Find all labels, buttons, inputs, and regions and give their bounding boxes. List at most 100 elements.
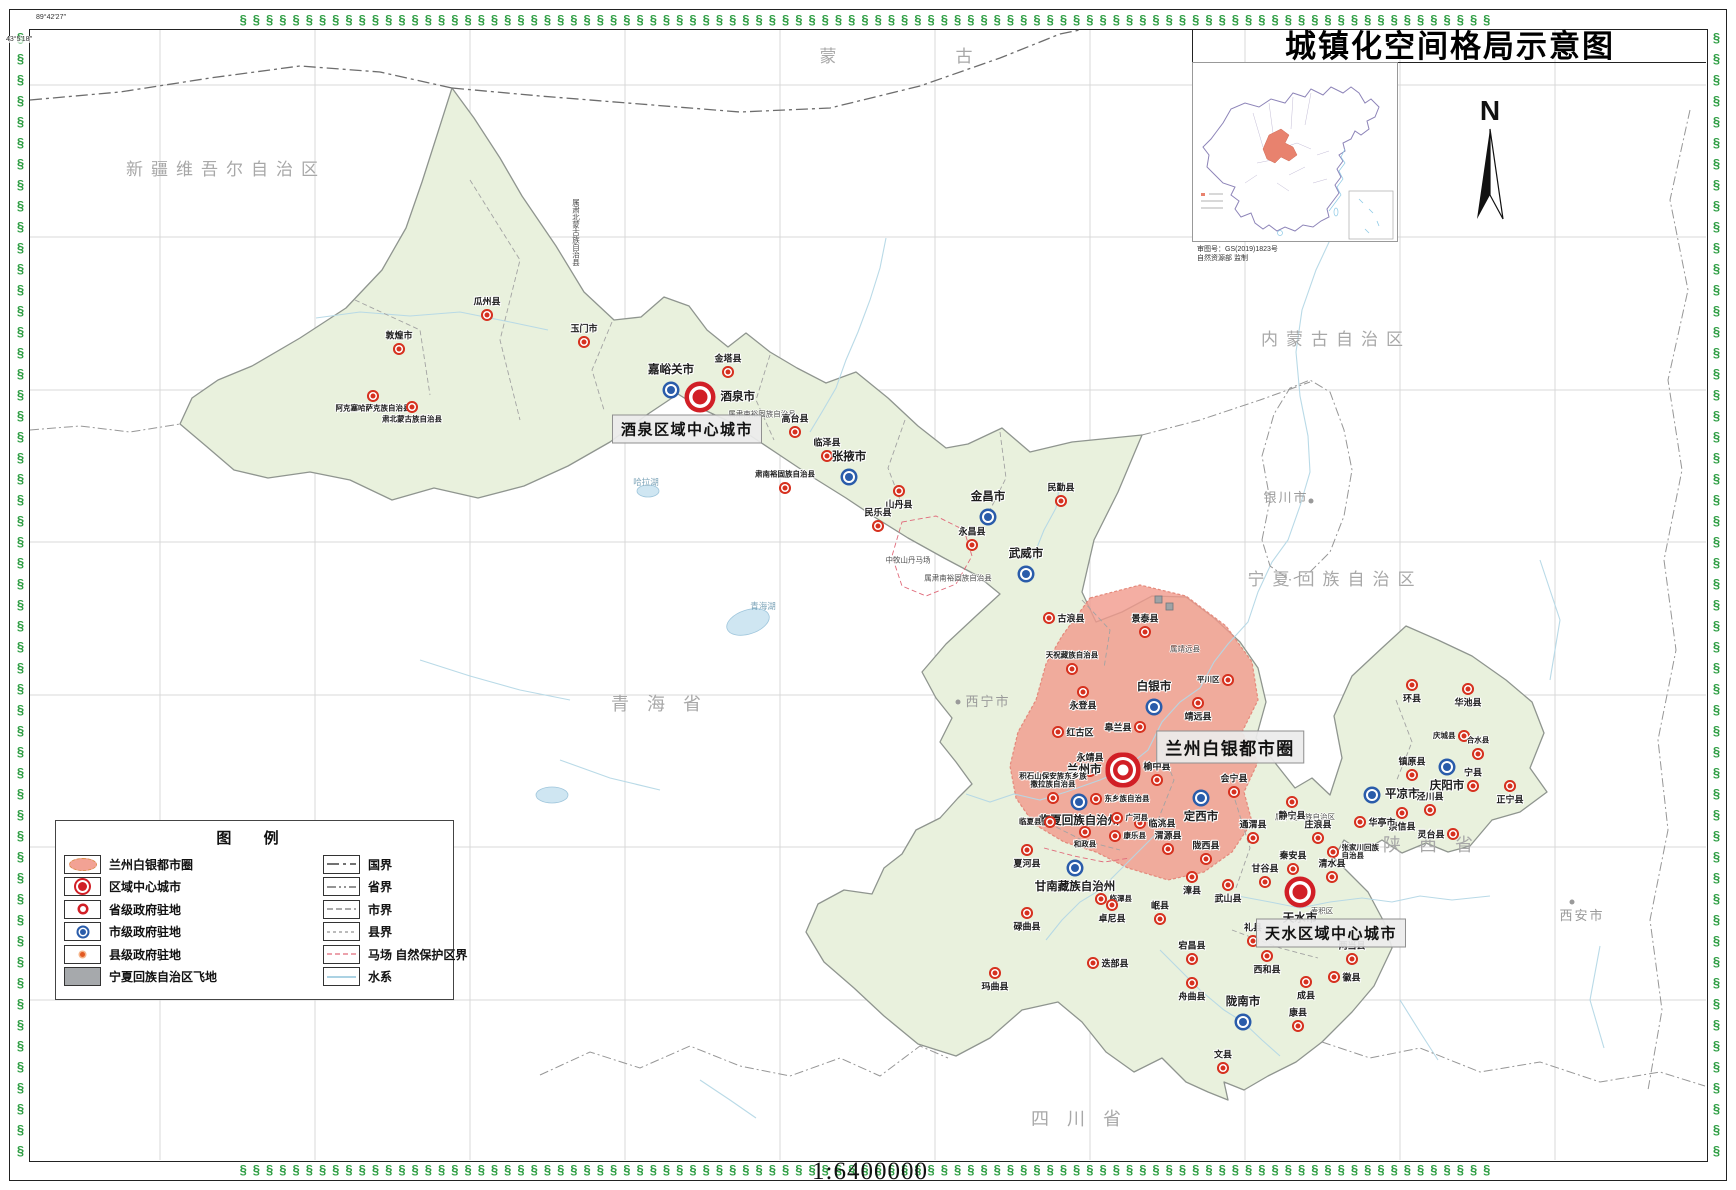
area-label: 宁夏回族自治区 <box>1247 569 1423 589</box>
map-marker-county: 正宁县 <box>1496 783 1524 805</box>
map-marker-city: 张掖市 <box>832 451 866 481</box>
map-city-label: 红古区 <box>1066 726 1094 737</box>
title-divider-horizontal <box>1192 62 1706 63</box>
china-locator-inset <box>1192 62 1398 242</box>
legend-item: 水系 <box>323 966 467 989</box>
area-label: 属肃北蒙古族自治县 <box>571 198 581 266</box>
map-marker-county: 金塔县 <box>714 353 742 375</box>
map-city-label: 阿克塞哈萨克族自治县 <box>335 403 411 413</box>
legend-line-items: 国界 省界 市界 县界 马场 自然保护区界 水系 <box>323 853 467 988</box>
map-marker-capital: 兰州市 <box>1067 763 1129 776</box>
map-city-label: 镇原县 <box>1398 756 1426 767</box>
rivers <box>315 79 1605 1119</box>
map-marker-county: 积石山保安族东乡族 撒拉族自治县 <box>1019 771 1087 801</box>
map-marker-regional: 天水市 <box>1283 884 1317 925</box>
area-label: 新疆维吾尔自治区 <box>126 159 326 179</box>
map-marker-county: 卓尼县 <box>1098 902 1126 924</box>
metro-circle-area <box>1009 584 1259 881</box>
map-city-label: 瓜州县 <box>473 296 501 307</box>
legend-item: 省界 <box>323 876 467 899</box>
map-city-label: 静宁县 <box>1278 810 1306 821</box>
map-marker-county: 康乐县 <box>1112 831 1146 839</box>
map-marker-county: 通渭县 <box>1239 819 1267 841</box>
map-marker-county: 宁县 <box>1464 767 1482 789</box>
map-city-label: 华亭市 <box>1368 816 1396 827</box>
map-marker-county: 徽县 <box>1331 972 1361 982</box>
area-label: 古 <box>955 46 981 66</box>
map-marker-county: 永登县 <box>1069 689 1097 711</box>
map-marker-county: 景泰县 <box>1131 613 1159 635</box>
map-marker-county: 甘谷县 <box>1251 863 1279 885</box>
map-marker-county: 永昌县 <box>958 526 986 548</box>
map-marker-county: 民乐县 <box>864 507 892 529</box>
map-marker-county: 和政县 <box>1074 829 1096 848</box>
map-city-label: 崇信县 <box>1388 821 1416 832</box>
map-marker-county: 临潭县 <box>1098 894 1132 902</box>
map-city-label: 兰州市 <box>1067 763 1102 776</box>
map-city-label: 临夏县 <box>1019 816 1042 826</box>
map-city-label: 合水县 <box>1466 735 1490 745</box>
legend-title: 图 例 <box>216 830 293 847</box>
scale-text: 1:6400000 <box>812 1158 928 1185</box>
legend-swatch <box>323 854 360 874</box>
map-marker-county: 民勤县 <box>1047 482 1075 504</box>
map-marker-county: 肃南裕固族自治县 <box>755 470 815 491</box>
legend-item-label: 马场 自然保护区界 <box>368 947 468 962</box>
legend-swatch <box>323 944 360 964</box>
north-arrow: N <box>1455 95 1525 240</box>
region-callout: 兰州白银都市圈 <box>1156 730 1304 764</box>
map-city-label: 玉门市 <box>570 323 598 334</box>
map-marker-county: 镇原县 <box>1398 756 1426 778</box>
map-city-label: 古浪县 <box>1057 612 1085 623</box>
map-marker-city: 临夏回族自治州 <box>1039 798 1119 827</box>
map-city-label: 张掖市 <box>831 450 867 463</box>
area-label: 属靖远县 <box>1170 644 1200 654</box>
map-city-label: 武威市 <box>1008 547 1044 560</box>
north-arrow-label: N <box>1479 95 1501 126</box>
inset-publisher: 自然资源部 监制 <box>1197 255 1248 262</box>
map-city-label: 白银市 <box>1136 680 1172 693</box>
legend-item: 兰州白银都市圈 <box>64 853 217 876</box>
qinghai-lake <box>726 608 770 636</box>
map-city-label: 肃南裕固族自治县 <box>755 469 815 479</box>
legend-item-label: 省界 <box>368 880 393 895</box>
map-marker-city: 陇南市 <box>1226 996 1260 1026</box>
area-label: 西安市 <box>1559 908 1605 924</box>
map-marker-county: 合水县 <box>1467 736 1489 757</box>
map-city-label: 会宁县 <box>1220 773 1248 784</box>
border-ornament-right: §§§§§§§§§§§§§§§§§§§§§§§§§§§§§§§§§§§§§§§§… <box>1709 30 1724 1160</box>
map-city-label: 迭部县 <box>1101 957 1129 968</box>
map-city-label: 清水县 <box>1318 858 1346 869</box>
area-label: 属肃南裕固族自治县 <box>728 410 796 419</box>
map-marker-county: 张家川回族 自治县 <box>1330 842 1379 860</box>
map-marker-county: 广河县 <box>1114 813 1148 821</box>
map-city-label: 舟曲县 <box>1178 991 1206 1002</box>
map-city-label: 山丹县 <box>885 499 913 510</box>
area-label: 蒙 <box>819 46 845 66</box>
map-marker-county: 成县 <box>1297 979 1315 1001</box>
map-city-label: 泾川县 <box>1416 791 1444 802</box>
map-marker-regional: 酒泉市 <box>692 389 755 405</box>
map-marker-county: 泾川县 <box>1416 791 1444 813</box>
legend-item-label: 国界 <box>368 857 393 872</box>
map-city-label: 临泽县 <box>813 437 841 448</box>
legend-swatch <box>64 899 101 919</box>
area-label: 西宁市 <box>965 694 1011 710</box>
map-city-label: 灵台县 <box>1417 828 1445 839</box>
map-city-label: 民勤县 <box>1047 482 1075 493</box>
city-boundaries <box>354 179 1413 959</box>
map-marker-county: 崇信县 <box>1388 810 1416 832</box>
map-city-label: 甘南藏族自治州 <box>1034 881 1116 893</box>
map-city-label: 高台县 <box>781 413 809 424</box>
map-city-label: 岷县 <box>1150 900 1170 911</box>
legend-item-label: 宁夏回族自治区飞地 <box>109 970 218 985</box>
map-city-label: 庆城县 <box>1433 730 1456 740</box>
map-city-label: 永登县 <box>1069 700 1097 711</box>
map-city-label: 玛曲县 <box>981 981 1009 992</box>
map-city-label: 徽县 <box>1342 971 1361 982</box>
legend-item: 县界 <box>323 921 467 944</box>
map-city-label: 华池县 <box>1454 697 1482 708</box>
